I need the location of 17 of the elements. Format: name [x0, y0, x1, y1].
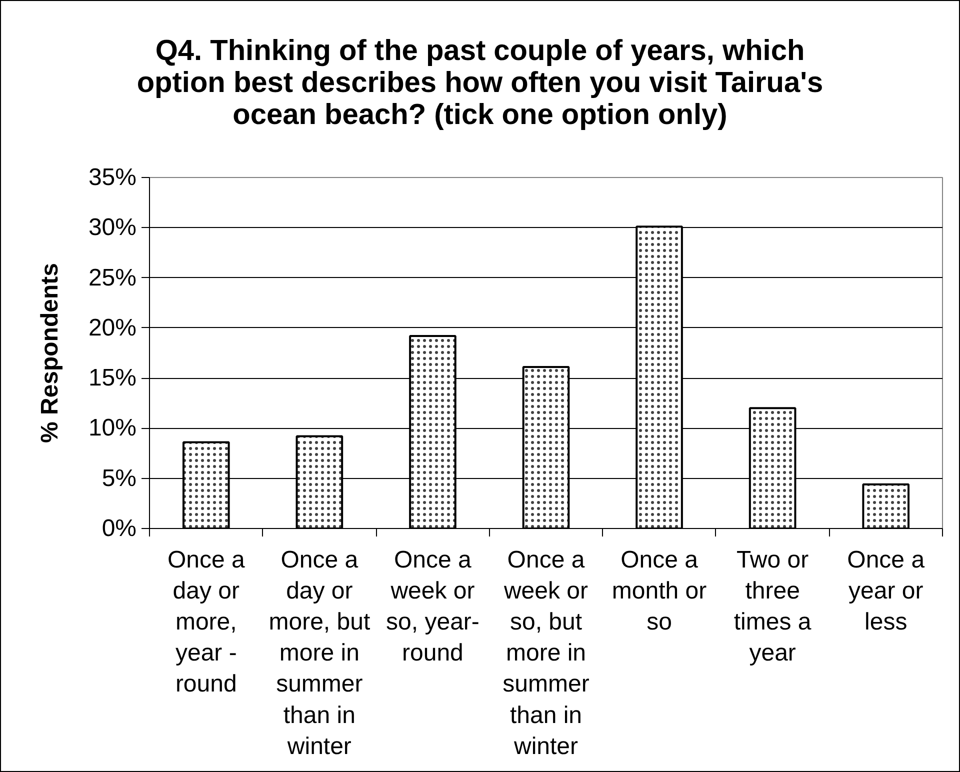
y-tick-label: 25% [88, 264, 137, 292]
y-tick-label: 20% [88, 314, 137, 342]
y-tick-label: 15% [88, 364, 137, 392]
y-tick-label: 5% [102, 464, 136, 492]
x-tick-label: Once a month or so [612, 546, 707, 636]
y-tick-label: 35% [88, 164, 137, 191]
x-tick-label: Once a year or less [847, 546, 926, 636]
chart-title: Q4. Thinking of the past couple of years, which option best describes how often you visit Tairua's ocean beach? (tick one option only) [136, 34, 824, 131]
x-tick-label: Once a day or more, but more in summer than in winter [268, 546, 370, 760]
x-tick-label: Once a week or so, year-round [386, 546, 480, 667]
x-tick-label: Once a day or more, year - round [167, 546, 246, 698]
x-tick-label: Two or three times a year [734, 546, 812, 667]
y-axis-title: % Respondents [36, 262, 64, 444]
y-tick-label: 30% [88, 214, 137, 242]
y-tick-label: 0% [102, 515, 136, 542]
y-tick-label: 10% [88, 414, 137, 442]
x-tick-label: Once a week or so, but more in summer than in winter [502, 546, 590, 760]
